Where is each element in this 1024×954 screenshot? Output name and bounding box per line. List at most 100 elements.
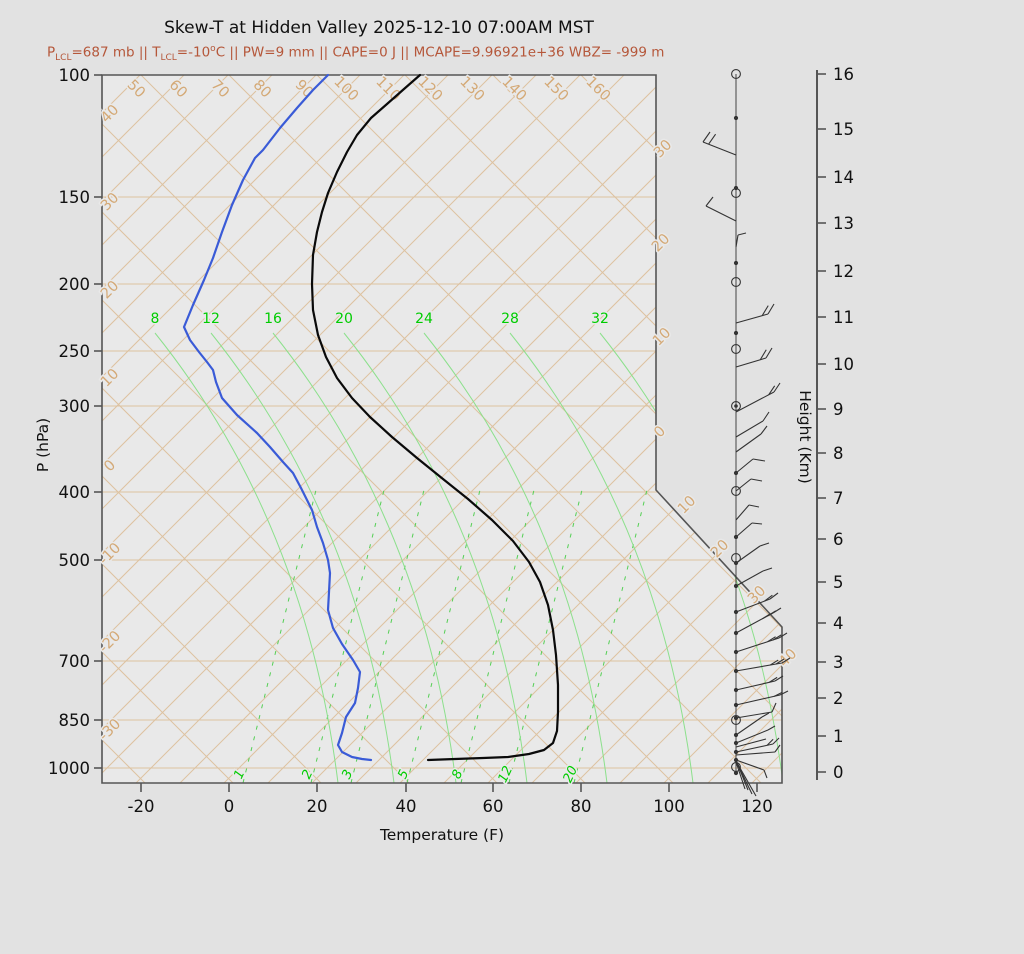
wind-barb-tick [772,737,780,745]
wind-barb-tick [761,712,770,718]
temperature-tick-label: 100 [653,797,685,816]
isotherm-line [531,75,782,783]
pressure-tick-label: 700 [59,652,91,671]
isotherm-line [751,75,782,783]
wind-barb-shaft [735,391,775,413]
pressure-tick-label: 400 [59,483,91,502]
isotherm-line [102,75,361,783]
moist-adiabat-label: 20 [335,311,353,327]
height-tick-label: 8 [833,444,844,463]
wind-barb-tick [774,744,781,753]
wind-barb-shaft [735,522,753,538]
wind-barb-column [702,69,791,797]
plot-area-background [102,75,782,783]
wind-barb-shaft [735,570,764,587]
height-tick-label: 1 [833,727,844,746]
height-tick-label: 14 [833,168,854,187]
pressure-tick-label: 1000 [48,759,90,778]
temperature-curve [310,73,560,762]
temperature-tick-label: 20 [307,797,328,816]
isotherm-line [102,75,449,783]
wind-barb-shaft [735,433,762,453]
wind-barb-shaft [735,458,754,474]
wind-barb-tick [759,349,767,361]
isotherm-line [102,75,757,783]
height-tick-label: 15 [833,120,854,139]
wind-barb-shaft [735,234,739,248]
wind-barb-shaft [735,729,769,744]
dry-adiabat-line [140,75,782,783]
wind-station-dot [733,260,739,266]
height-tick-label: 7 [833,489,844,508]
temperature-tick-label: 0 [224,797,235,816]
isotherm-line [102,75,405,783]
wind-barb-tick [759,542,770,547]
wind-station-circle [731,401,741,411]
height-tick-label: 13 [833,214,854,233]
chart-title: Skew-T at Hidden Valley 2025-12-10 07:00… [164,18,594,38]
height-tick-label: 12 [833,262,854,281]
wind-barb-tick [763,769,768,779]
moist-adiabat-line [154,332,339,783]
dry-adiabat-line [492,75,782,783]
wind-barb-tick [771,702,777,713]
wind-barb-tick [766,738,774,746]
wind-station-circle [731,69,741,79]
wind-barb-shaft [735,478,752,492]
wind-barb-tick [702,131,711,143]
temperature-tick-label: 40 [396,797,417,816]
wind-barb-tick [769,592,779,600]
wind-barb-shaft [735,738,767,748]
wind-barb-shaft [735,313,769,324]
moist-adiabat-line [423,332,608,783]
wind-barb-shaft [735,680,776,691]
wind-barb-tick [768,676,778,683]
isotherm-line [102,75,625,783]
wind-barb-tick [768,385,776,396]
isotherm-line [102,75,669,783]
isotherm-line [267,75,782,783]
height-tick-label: 6 [833,530,844,549]
height-tick-label: 9 [833,400,844,419]
pressure-tick-label: 150 [59,188,91,207]
moist-adiabat-label: 28 [501,311,519,327]
wind-barb-tick [774,675,784,682]
dry-adiabat-line [102,75,586,783]
dry-adiabat-line [102,75,498,783]
wind-barb-tick [737,232,747,236]
wind-station-circle [731,344,741,354]
wind-barb-tick [781,657,791,664]
wind-station-dot [733,185,739,191]
wind-barb-tick [762,411,770,422]
moist-adiabat-label: 24 [415,311,433,327]
moist-adiabat-label: 12 [202,311,220,327]
height-tick-label: 10 [833,355,854,374]
wind-barb-tick [762,613,771,620]
wind-barb-shaft [735,760,757,797]
wind-barb-tick [779,690,789,696]
wind-barb-shaft [735,761,746,790]
height-tick-label: 2 [833,689,844,708]
wind-barb-tick [761,305,769,316]
height-axis-title: Height (Km) [796,390,814,484]
pressure-tick-label: 850 [59,711,91,730]
plot-frame [101,74,783,784]
wind-barb-shaft [735,637,780,653]
pressure-tick-label: 300 [59,397,91,416]
wind-barb-tick [765,347,773,359]
moist-adiabat-line [509,332,694,783]
height-tick-label: 5 [833,573,844,592]
wind-barb-shaft [735,711,773,719]
pressure-tick-label: 500 [59,551,91,570]
wind-barb-shaft [735,357,767,368]
pressure-tick-label: 200 [59,275,91,294]
wind-barb-tick [775,658,785,665]
wind-barb-shaft [735,759,765,771]
wind-station-dot [733,115,739,121]
temperature-tick-label: 80 [571,797,592,816]
wind-barb-tick [767,303,775,315]
dewpoint-curve [182,73,373,762]
pressure-tick-label: 100 [59,66,91,85]
